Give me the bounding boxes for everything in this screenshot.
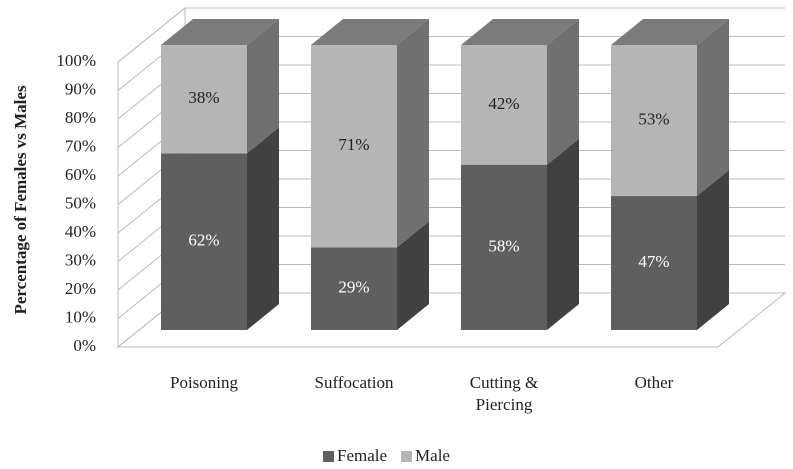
data-label: 62% xyxy=(188,231,219,250)
data-label: 42% xyxy=(488,94,519,113)
y-tick-label: 20% xyxy=(65,279,96,298)
y-tick-label: 30% xyxy=(65,250,96,269)
legend-swatch xyxy=(401,451,413,462)
y-tick-label: 40% xyxy=(65,222,96,241)
bar-segment xyxy=(611,45,697,197)
y-tick-label: 50% xyxy=(65,193,96,212)
bar-side xyxy=(247,19,279,154)
data-label: 58% xyxy=(488,236,519,255)
bar-side xyxy=(247,127,279,330)
x-tick-label: Poisoning xyxy=(169,373,239,392)
y-tick-label: 80% xyxy=(65,108,96,127)
bar-top xyxy=(161,19,279,45)
bar-side xyxy=(397,221,429,330)
bar-side xyxy=(697,19,729,197)
bar-segment xyxy=(461,45,547,165)
bar-top xyxy=(611,19,729,45)
y-tick-label: 10% xyxy=(65,307,96,326)
legend-label: Male xyxy=(415,446,450,465)
bar-segment xyxy=(611,196,697,330)
y-tick-label: 70% xyxy=(65,136,96,155)
bar-segment xyxy=(161,45,247,154)
data-label: 71% xyxy=(338,135,369,154)
y-tick-label: 90% xyxy=(65,79,96,98)
y-tick-label: 60% xyxy=(65,165,96,184)
y-axis-label: Percentage of Females vs Males xyxy=(11,85,30,314)
data-label: 38% xyxy=(188,88,219,107)
bar-top xyxy=(311,19,429,45)
bar-segment xyxy=(461,164,547,330)
bar-segment xyxy=(161,153,247,330)
bar-side xyxy=(547,19,579,165)
bar-side xyxy=(397,19,429,248)
bar-side xyxy=(547,138,579,330)
x-tick-label: Other xyxy=(634,373,674,392)
bar-segment xyxy=(311,45,397,248)
bar-top xyxy=(461,19,579,45)
legend-swatch xyxy=(323,451,334,462)
y-tick-label: 100% xyxy=(56,51,96,70)
data-label: 47% xyxy=(638,252,669,271)
bar-side xyxy=(697,170,729,330)
x-tick-label: Suffocation xyxy=(314,373,394,392)
y-tick-label: 0% xyxy=(73,336,96,355)
legend-label: Female xyxy=(337,446,387,465)
grid-line xyxy=(117,7,785,63)
x-tick-label: Cutting & Piercing xyxy=(469,373,539,414)
data-label: 53% xyxy=(638,109,669,128)
bar-segment xyxy=(311,247,397,330)
data-label: 29% xyxy=(338,278,369,297)
